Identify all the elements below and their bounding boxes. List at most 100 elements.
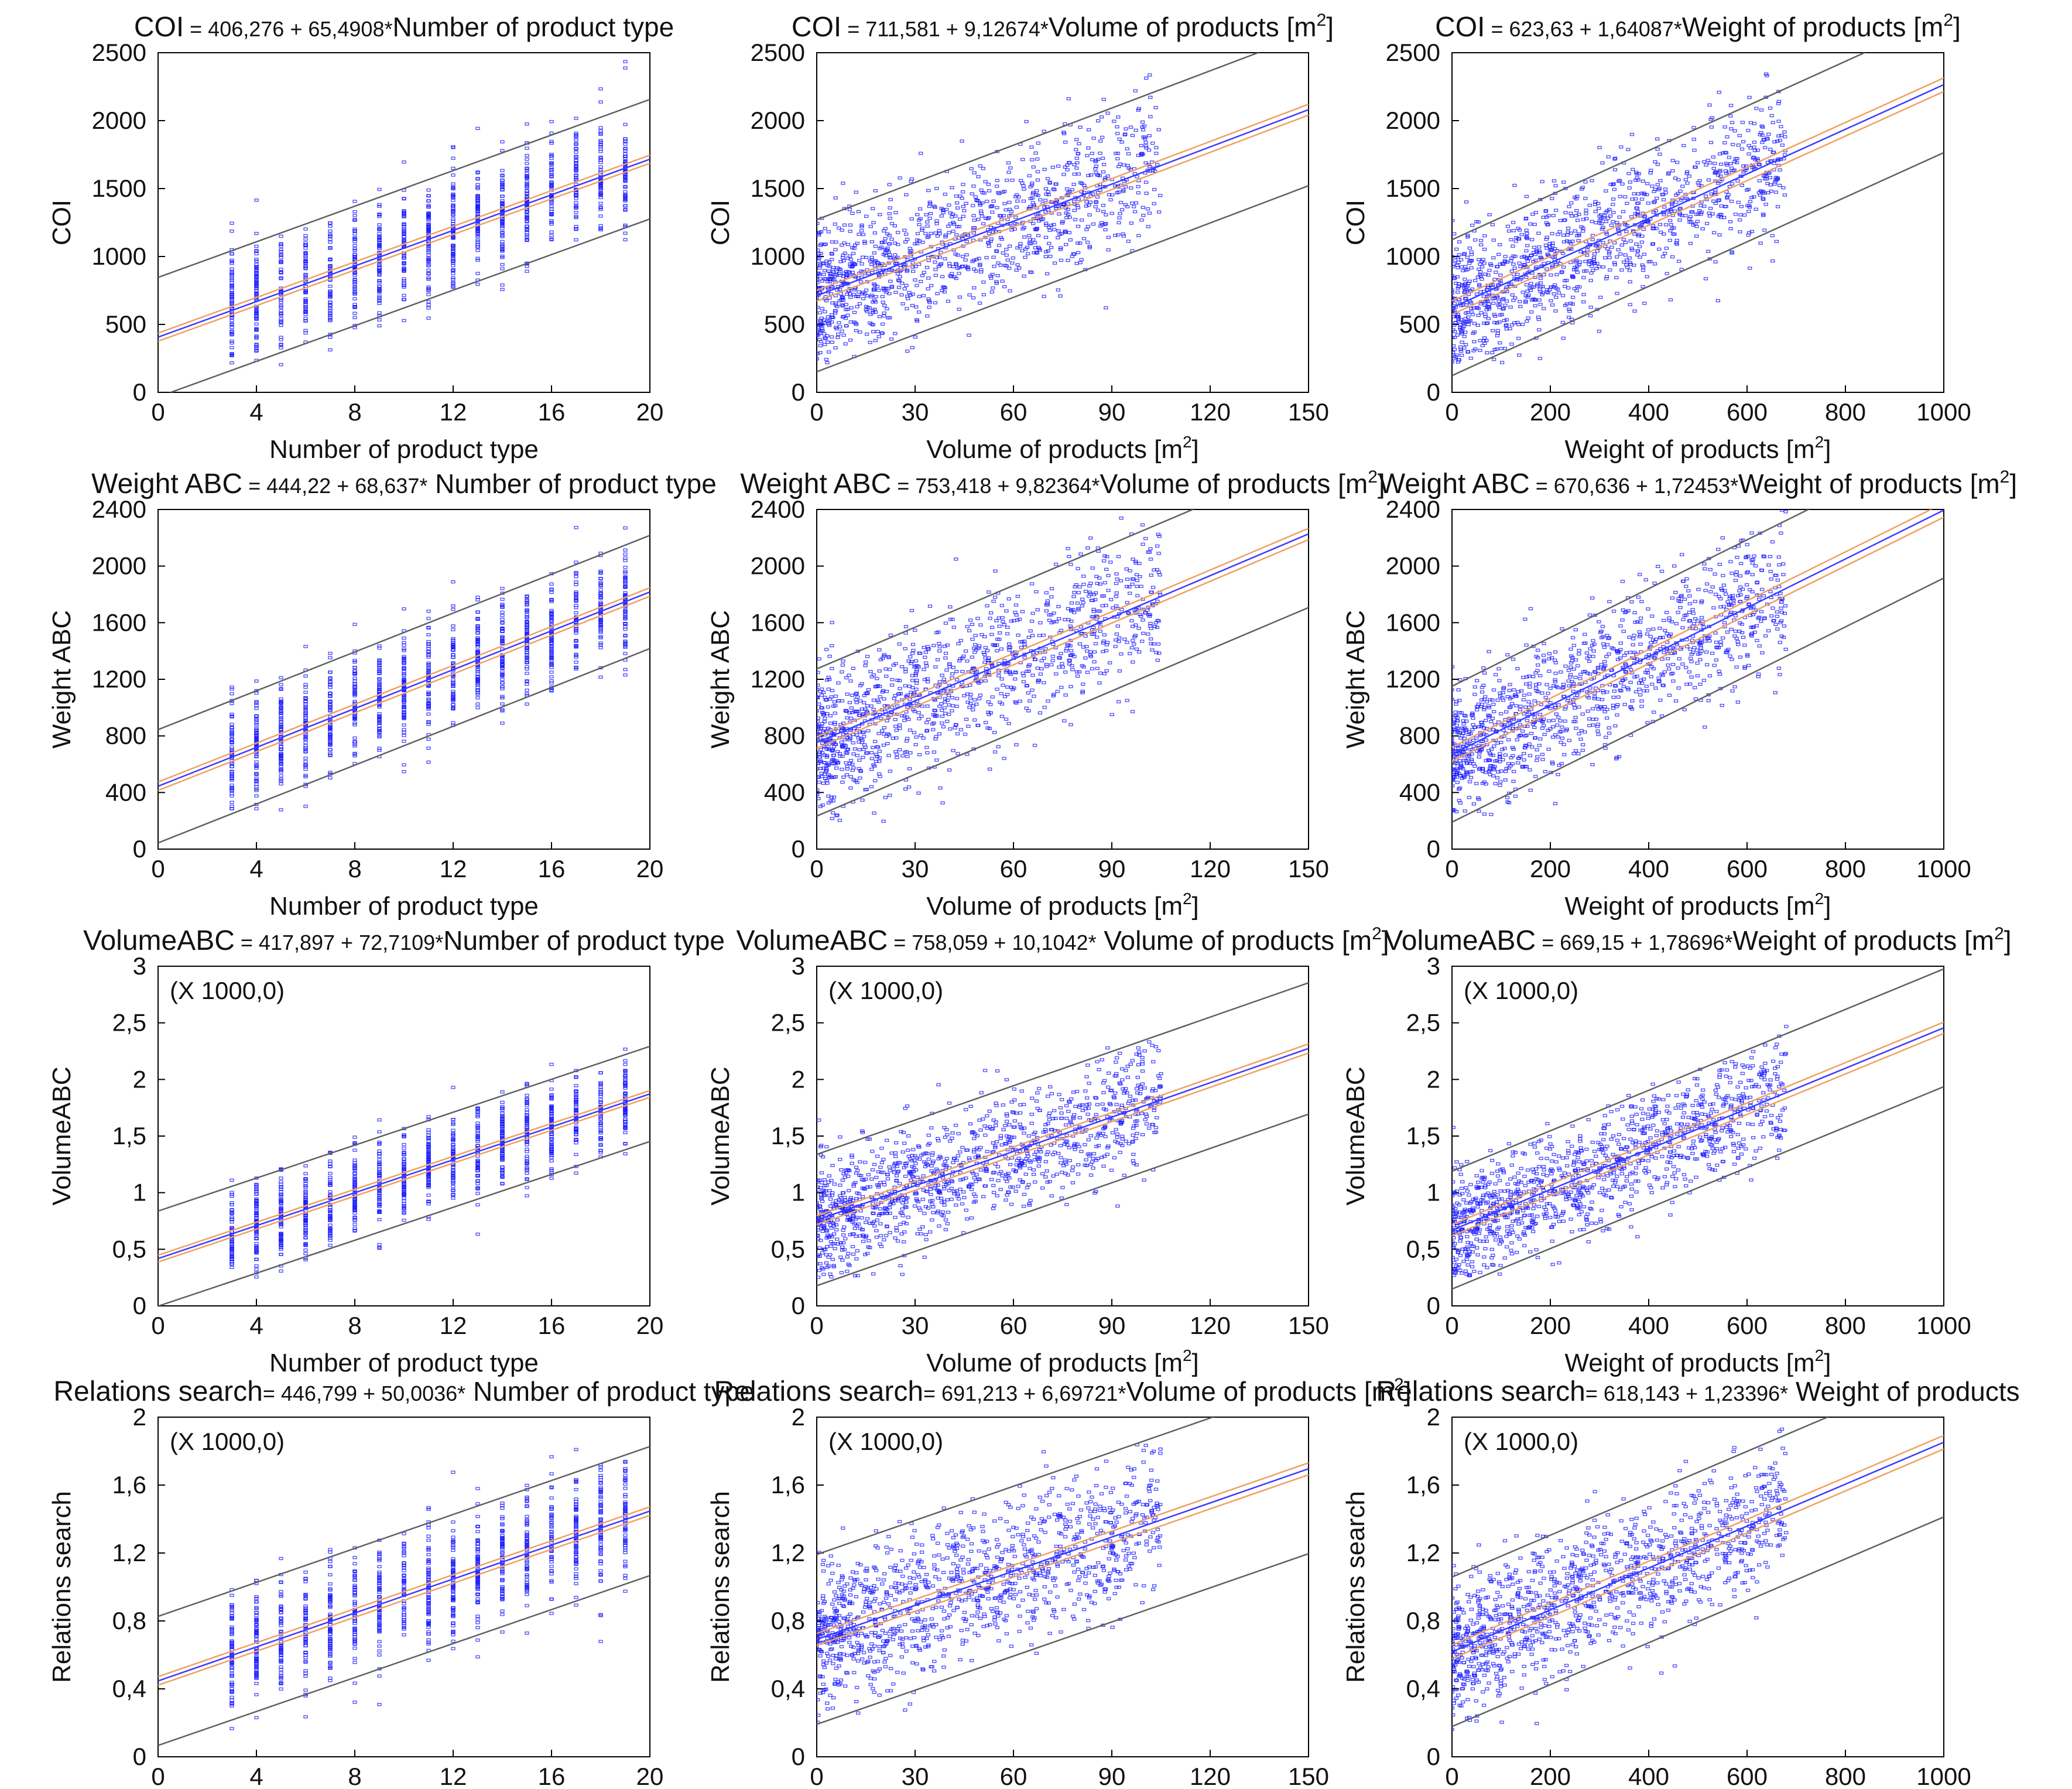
data-point [1509,323,1515,327]
data-point [1728,220,1733,224]
data-point [1691,223,1696,227]
data-point [981,167,985,170]
data-point [623,584,628,589]
data-point [916,218,922,222]
data-point [426,276,431,280]
data-point [1106,235,1111,240]
data-point [230,741,234,745]
x-axis-label: Number of product type [269,892,539,921]
data-point [1074,156,1080,160]
data-point [230,270,234,273]
data-point [880,295,885,299]
data-point [981,281,986,284]
data-point [1464,343,1468,347]
data-point [1474,292,1479,296]
data-point [1612,187,1616,191]
data-point [1657,186,1662,190]
data-point [1581,276,1586,279]
data-point [279,754,283,757]
data-point [500,666,505,670]
data-point [960,196,964,200]
data-point [1590,264,1594,268]
data-point [1612,241,1617,245]
data-point [927,306,931,309]
data-point [303,805,308,808]
data-point [1095,195,1100,199]
data-point [818,320,823,323]
data-point [834,270,839,273]
data-point [574,138,578,142]
data-point [888,769,892,773]
data-point [944,208,949,211]
data-point [1152,187,1157,191]
data-point [1067,658,1071,662]
data-point [500,199,505,203]
data-point [254,779,259,783]
data-point [279,702,283,706]
data-point [328,656,333,659]
data-point [1611,210,1616,214]
data-point [1761,174,1766,177]
data-point [1042,206,1047,209]
data-point [475,649,480,653]
data-point [1662,205,1667,209]
data-point [574,159,578,162]
data-point [1593,210,1598,213]
data-point [352,278,357,281]
prediction-limit-lower [817,185,1309,373]
data-point [1641,265,1646,269]
x-tick-label: 60 [1000,855,1028,882]
data-point [303,702,308,706]
data-point [230,726,234,730]
data-point [1567,309,1572,313]
data-point [882,229,886,232]
data-point [915,242,920,245]
data-point [1100,156,1105,160]
data-point [1542,262,1546,265]
x-tick-label: 150 [1288,398,1329,426]
data-point [1540,293,1544,296]
data-point [254,719,259,722]
data-point [1479,277,1484,281]
data-point [943,656,948,660]
data-point [1568,201,1574,205]
data-point [958,728,963,731]
data-point [352,685,357,689]
data-point [823,227,827,230]
data-point [1476,313,1481,317]
data-point [1667,218,1673,223]
data-point [1544,221,1549,225]
data-point [1605,216,1611,220]
data-point [1561,336,1566,340]
data-point [426,642,431,646]
data-point [1752,145,1756,149]
data-point [1665,272,1669,275]
data-point [230,330,234,334]
data-point [1561,180,1566,184]
data-point [525,146,529,150]
data-point [574,142,578,145]
data-point [1566,316,1571,319]
data-point [426,746,431,750]
y-tick-label: 2000 [92,552,146,580]
data-point [1781,186,1786,190]
data-point [525,217,529,220]
chart-title: COI = 711,581 + 9,12674*Volume of produc… [792,11,1334,43]
data-point [933,206,937,209]
data-point [377,311,382,314]
data-point [826,277,831,281]
data-point [1133,128,1138,132]
data-point [402,262,406,266]
data-point [500,597,505,601]
data-point [303,645,308,648]
data-point [1033,151,1038,155]
data-point [328,734,333,737]
data-point [917,295,922,298]
data-point [426,610,431,613]
data-point [825,334,830,338]
data-point [841,254,845,257]
data-point [1722,125,1727,129]
data-point [828,272,833,275]
data-point [1497,306,1502,309]
data-point [1115,152,1121,155]
